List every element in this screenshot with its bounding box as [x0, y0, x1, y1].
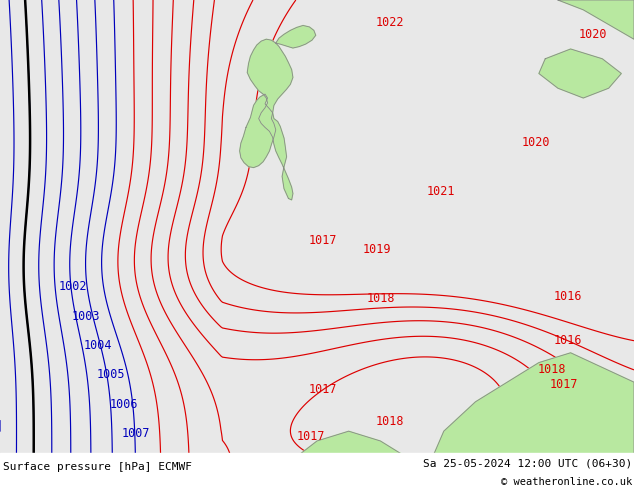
Text: 1007: 1007 [122, 427, 150, 440]
Text: 1020: 1020 [522, 136, 550, 148]
Text: 1005: 1005 [97, 368, 125, 381]
Text: 1022: 1022 [376, 16, 404, 28]
Text: 1016: 1016 [553, 290, 581, 303]
Text: 1002: 1002 [59, 280, 87, 293]
Polygon shape [431, 353, 634, 490]
Text: 1017: 1017 [297, 430, 325, 442]
Text: 1017: 1017 [309, 383, 337, 396]
Text: 1004: 1004 [84, 339, 112, 352]
Text: 1021: 1021 [427, 185, 455, 197]
Text: 1018: 1018 [538, 364, 566, 376]
Bar [0, 453, 634, 490]
Text: © weatheronline.co.uk: © weatheronline.co.uk [501, 477, 633, 487]
Text: 1019: 1019 [363, 244, 391, 256]
Polygon shape [240, 94, 276, 168]
Text: 1017: 1017 [309, 234, 337, 246]
Text: Surface pressure [hPa] ECMWF: Surface pressure [hPa] ECMWF [3, 462, 192, 472]
Text: 1018: 1018 [376, 415, 404, 428]
Polygon shape [539, 49, 621, 98]
Text: 1016: 1016 [553, 334, 581, 347]
Text: 1003: 1003 [72, 310, 100, 322]
Text: 1006: 1006 [110, 398, 138, 411]
Text: 1018: 1018 [366, 293, 394, 305]
Polygon shape [558, 0, 634, 39]
Polygon shape [247, 39, 293, 200]
Text: 1017: 1017 [550, 378, 578, 391]
Polygon shape [276, 25, 316, 48]
Text: 1008: 1008 [11, 457, 39, 469]
Text: Sa 25-05-2024 12:00 UTC (06+30): Sa 25-05-2024 12:00 UTC (06+30) [424, 459, 633, 468]
Polygon shape [279, 431, 431, 490]
Text: 1020: 1020 [579, 28, 607, 41]
